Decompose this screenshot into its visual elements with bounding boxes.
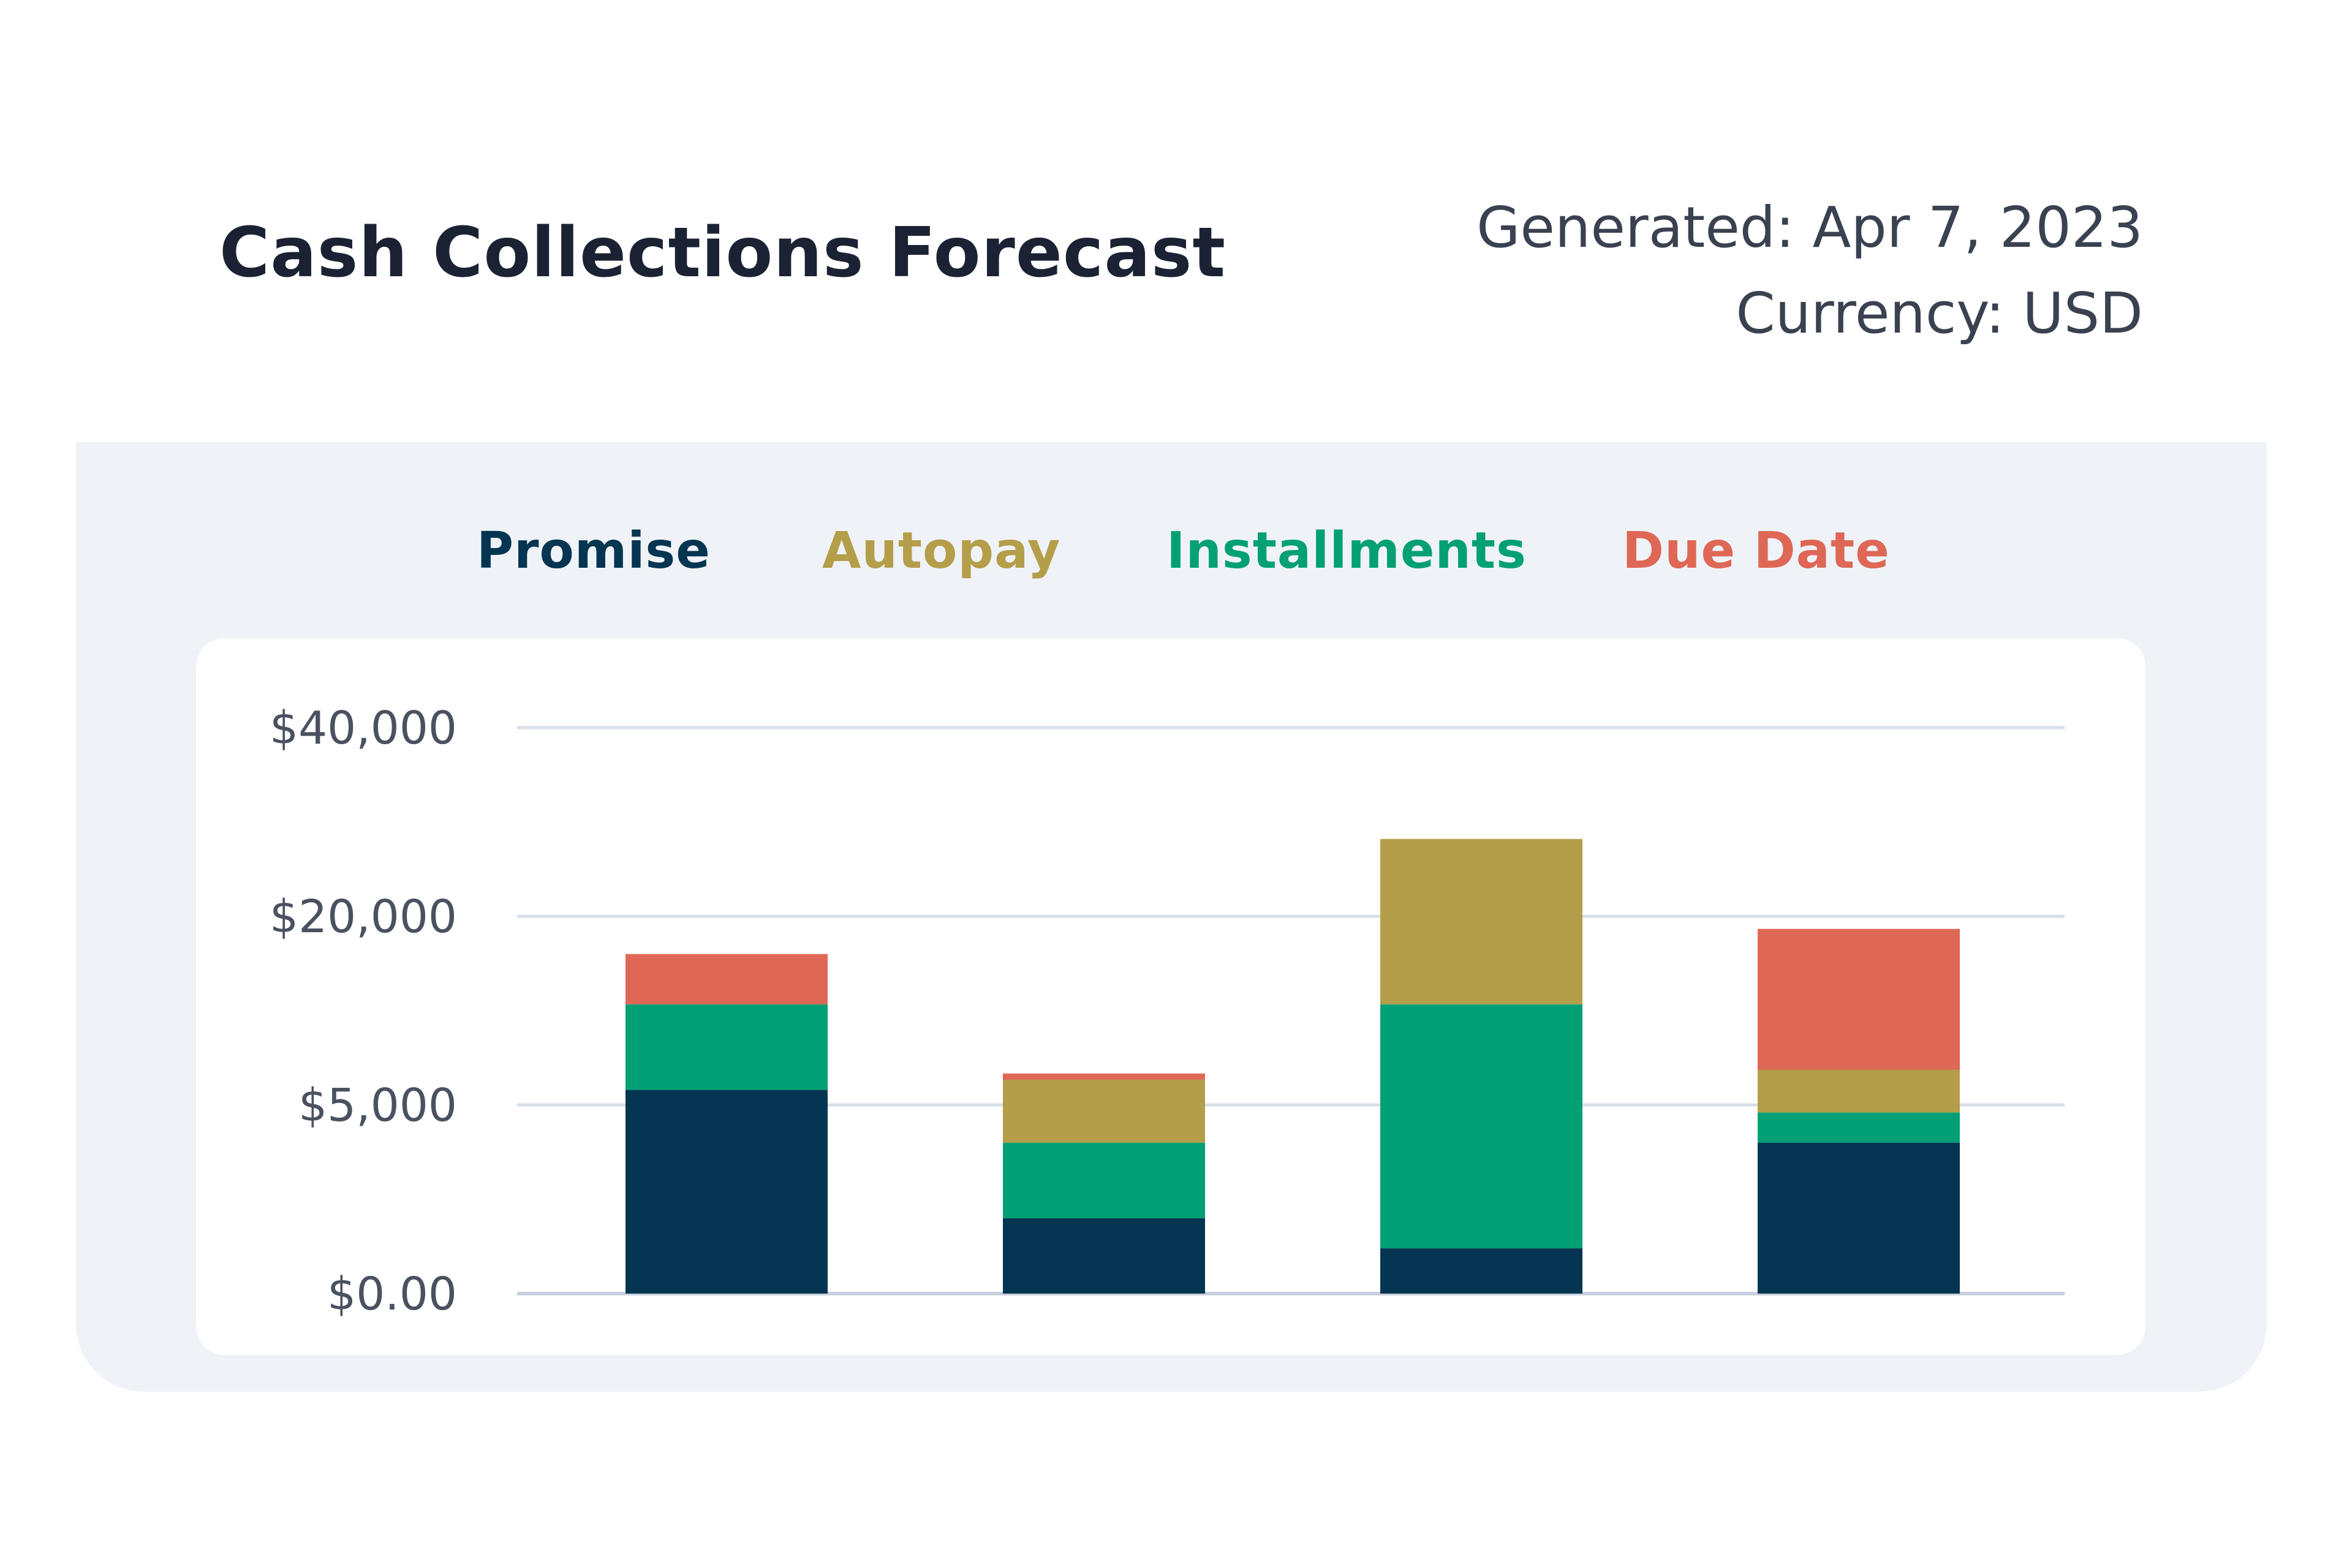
plot-area: $0.00 $5,000 $20,000 $40,000 bbox=[196, 638, 2145, 1355]
bar-segment-promise[interactable] bbox=[1758, 1142, 1960, 1294]
bar-segment-promise[interactable] bbox=[1380, 1248, 1582, 1294]
bar-chart: $0.00 $5,000 $20,000 $40,000 bbox=[270, 702, 2065, 1321]
bar-segment-promise[interactable] bbox=[625, 1090, 828, 1294]
card-body: Promise Autopay Installments Due Date $0… bbox=[76, 442, 2267, 1392]
bar-segment-installments[interactable] bbox=[1003, 1142, 1205, 1218]
currency-label: Currency: USD bbox=[1736, 281, 2143, 346]
report-meta: Generated: Apr 7, 2023 Currency: USD bbox=[1476, 185, 2143, 356]
bar-segment-installments[interactable] bbox=[625, 1004, 828, 1090]
y-tick-label: $20,000 bbox=[270, 891, 457, 943]
chart-legend: Promise Autopay Installments Due Date bbox=[76, 442, 2267, 626]
generated-date: Generated: Apr 7, 2023 bbox=[1476, 195, 2143, 260]
bar-segment-autopay[interactable] bbox=[1003, 1079, 1205, 1143]
bar-segment-installments[interactable] bbox=[1758, 1112, 1960, 1143]
bar-segment-autopay[interactable] bbox=[1758, 1069, 1960, 1113]
bar-segment-due-date[interactable] bbox=[1003, 1073, 1205, 1080]
legend-item-promise[interactable]: Promise bbox=[477, 522, 711, 580]
chart-title: Cash Collections Forecast bbox=[219, 213, 1226, 293]
legend-item-due-date[interactable]: Due Date bbox=[1622, 522, 1890, 580]
legend-item-installments[interactable]: Installments bbox=[1166, 522, 1527, 580]
card-header: Cash Collections Forecast Generated: Apr… bbox=[76, 98, 2267, 442]
y-tick-label: $0.00 bbox=[327, 1268, 457, 1321]
bar-segment-autopay[interactable] bbox=[1380, 839, 1582, 1005]
y-tick-label: $5,000 bbox=[298, 1079, 457, 1132]
legend-item-autopay[interactable]: Autopay bbox=[822, 522, 1061, 580]
bar-segment-due-date[interactable] bbox=[625, 954, 828, 1005]
bar-segment-installments[interactable] bbox=[1380, 1004, 1582, 1249]
forecast-card: Cash Collections Forecast Generated: Apr… bbox=[76, 98, 2267, 1392]
bar-segment-due-date[interactable] bbox=[1758, 929, 1960, 1070]
bar-segment-promise[interactable] bbox=[1003, 1218, 1205, 1294]
y-tick-label: $40,000 bbox=[270, 702, 457, 755]
